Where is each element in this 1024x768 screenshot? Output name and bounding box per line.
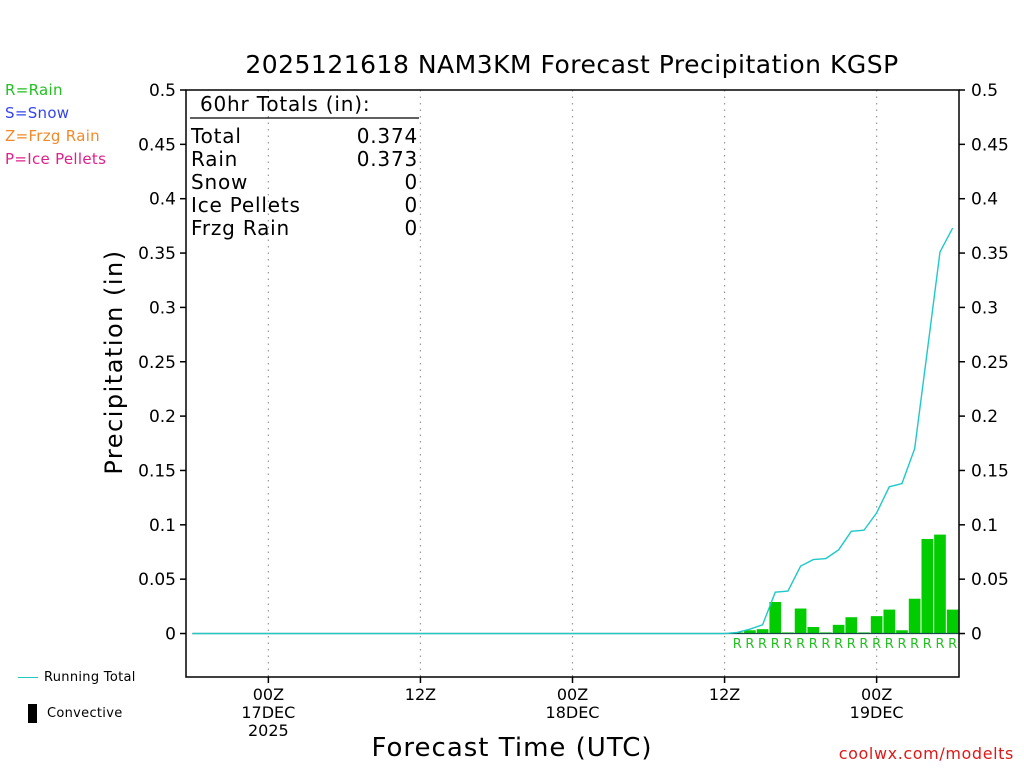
rain-marker: R (733, 637, 742, 652)
precip-bar (769, 601, 782, 634)
precip-bar (896, 630, 908, 634)
y-tick-label-right: 0.5 (971, 81, 998, 101)
precip-bar (832, 624, 845, 634)
rain-marker: R (948, 637, 957, 652)
precip-bar (934, 534, 946, 634)
precip-bar (744, 630, 756, 634)
x-tick-label: 2025 (248, 721, 289, 740)
y-tick-label-left: 0.15 (138, 461, 176, 481)
running-total-legend: Running Total (18, 670, 136, 685)
rain-marker: R (821, 637, 830, 652)
rain-marker: R (859, 637, 868, 652)
precip-bar (908, 598, 921, 634)
y-tick-label-right: 0.15 (971, 461, 1009, 481)
y-tick-label-left: 0.05 (138, 570, 176, 590)
y-tick-label-right: 0.05 (971, 570, 1009, 590)
rain-marker: R (783, 637, 792, 652)
x-tick-label: 12Z (709, 685, 740, 704)
y-tick-label-right: 0.25 (971, 353, 1009, 373)
totals-row-value: 0.374 (357, 124, 418, 148)
y-tick-label-right: 0.4 (971, 190, 998, 210)
precip-bar (946, 609, 959, 634)
totals-row-label: Ice Pellets (191, 193, 301, 217)
y-tick-label-right: 0.35 (971, 244, 1009, 264)
y-tick-label-left: 0.2 (149, 407, 176, 427)
x-tick-label: 12Z (405, 685, 436, 704)
y-tick-label-left: 0.45 (138, 135, 176, 155)
legend-item: S=Snow (5, 104, 70, 122)
rain-marker: R (796, 637, 805, 652)
rain-marker: R (872, 637, 881, 652)
y-tick-label-left: 0.3 (149, 298, 176, 318)
running-total-line (192, 227, 954, 635)
convective-legend: Convective (28, 704, 123, 723)
x-tick-label: 00Z (861, 685, 892, 704)
precip-bar (870, 616, 883, 634)
x-axis-label: Forecast Time (UTC) (371, 733, 653, 763)
precip-bar (845, 617, 858, 634)
y-tick-label-left: 0 (165, 625, 176, 645)
legend-item: R=Rain (5, 81, 63, 99)
running-total-legend-label: Running Total (44, 670, 136, 685)
precip-bar (794, 608, 807, 634)
rain-marker: R (809, 637, 818, 652)
convective-legend-label: Convective (47, 706, 123, 721)
x-tick-label: 17DEC (241, 703, 295, 722)
totals-row-value: 0 (404, 216, 418, 240)
x-tick-label: 00Z (253, 685, 284, 704)
totals-row-value: 0.373 (357, 147, 418, 171)
y-tick-label-left: 0.25 (138, 353, 176, 373)
y-tick-label-left: 0.35 (138, 244, 176, 264)
y-axis-label: Precipitation (in) (100, 249, 128, 475)
y-tick-label-left: 0.1 (149, 516, 176, 536)
rain-marker: R (935, 637, 944, 652)
y-tick-label-right: 0.2 (971, 407, 998, 427)
y-tick-label-right: 0 (971, 625, 982, 645)
precip-bar (807, 626, 820, 634)
rain-marker: R (910, 637, 919, 652)
totals-row-value: 0 (404, 170, 418, 194)
totals-heading: 60hr Totals (in): (200, 92, 370, 116)
running-total-line-icon (18, 677, 38, 678)
rain-marker: R (745, 637, 754, 652)
rain-marker: R (923, 637, 932, 652)
credit-text: coolwx.com/modelts (838, 744, 1014, 763)
x-tick-label: 19DEC (850, 703, 904, 722)
rain-marker: R (897, 637, 906, 652)
x-tick-label: 18DEC (546, 703, 600, 722)
precip-bar (756, 629, 769, 634)
x-tick-label: 00Z (557, 685, 588, 704)
totals-row-label: Rain (191, 147, 238, 171)
y-tick-label-right: 0.45 (971, 135, 1009, 155)
legend-item: Z=Frzg Rain (5, 127, 100, 145)
rain-marker: R (771, 637, 780, 652)
y-tick-label-right: 0.3 (971, 298, 998, 318)
convective-bar-icon (28, 704, 37, 723)
totals-row-label: Snow (191, 170, 248, 194)
legend-item: P=Ice Pellets (5, 150, 107, 168)
totals-row-label: Total (190, 124, 242, 148)
y-tick-label-right: 0.1 (971, 516, 998, 536)
rain-marker: R (885, 637, 894, 652)
rain-marker: R (847, 637, 856, 652)
rain-marker: R (834, 637, 843, 652)
rain-marker: R (758, 637, 767, 652)
precip-bar (921, 538, 934, 634)
y-tick-label-left: 0.4 (149, 190, 176, 210)
precip-bar (883, 609, 896, 634)
y-tick-label-left: 0.5 (149, 81, 176, 101)
totals-row-value: 0 (404, 193, 418, 217)
chart-title: 2025121618 NAM3KM Forecast Precipitation… (245, 50, 899, 79)
totals-row-label: Frzg Rain (191, 216, 290, 240)
